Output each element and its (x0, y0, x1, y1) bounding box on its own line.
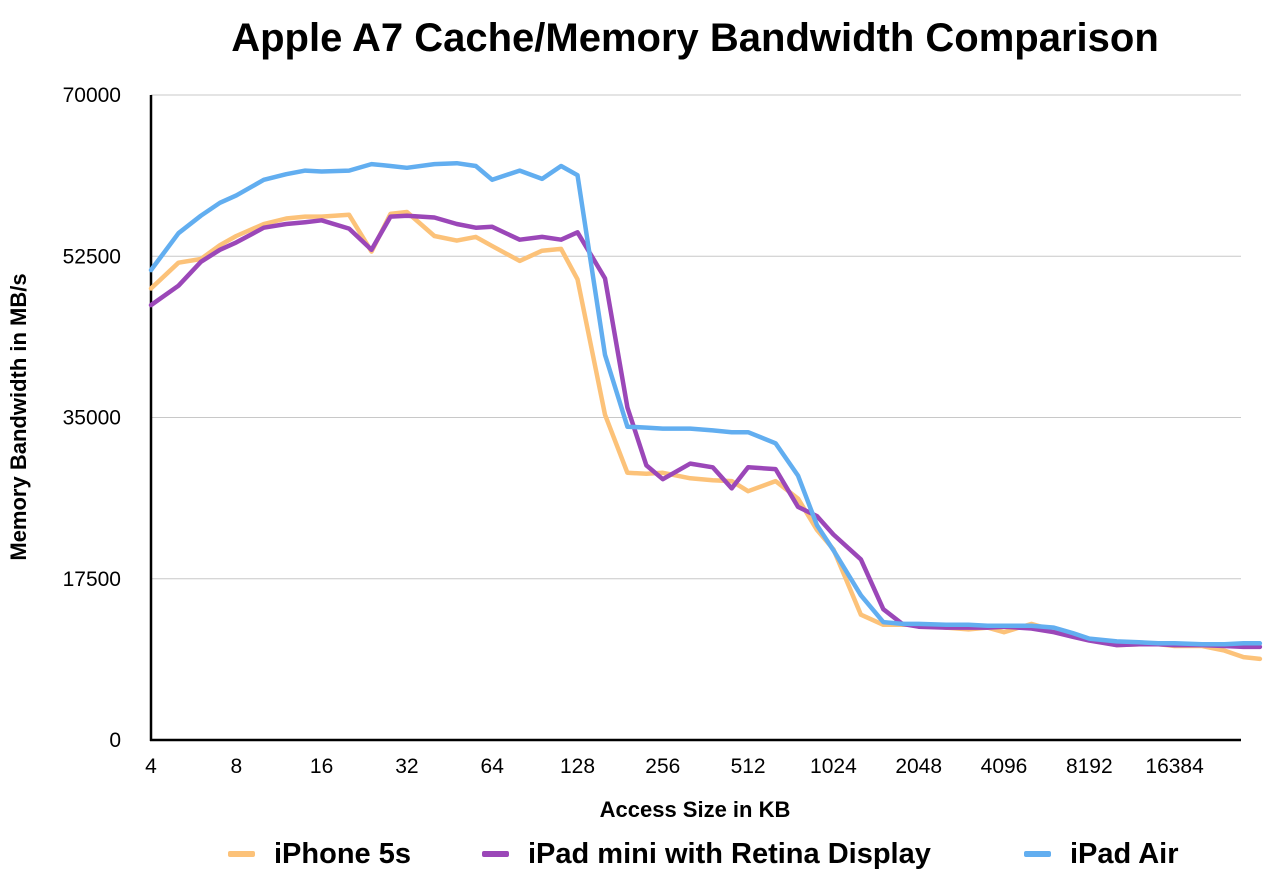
legend-swatch-iphone-5s (228, 851, 255, 857)
legend-swatch-ipad-mini (482, 851, 509, 857)
y-axis-title: Memory Bandwidth in MB/s (6, 273, 31, 560)
x-tick-label: 1024 (810, 755, 857, 778)
y-tick-label: 52500 (63, 245, 121, 268)
legend-item-ipad-mini: iPad mini with Retina Display (482, 834, 931, 874)
legend-swatch-ipad-air (1024, 851, 1051, 857)
gridlines (151, 94, 1241, 580)
series-lines (148, 160, 1263, 662)
legend-label-ipad-air: iPad Air (1070, 837, 1179, 870)
x-tick-label: 256 (645, 755, 680, 778)
chart-title: Apple A7 Cache/Memory Bandwidth Comparis… (231, 16, 1159, 60)
x-tick-label: 16384 (1145, 755, 1204, 778)
x-tick-label: 4 (145, 755, 157, 778)
x-tick-label: 4096 (981, 755, 1028, 778)
x-tick-label: 8 (230, 755, 242, 778)
y-tick-labels: 0 17500 35000 52500 70000 (63, 84, 121, 752)
y-tick-label: 17500 (63, 568, 121, 591)
legend-item-ipad-air: iPad Air (1024, 834, 1179, 874)
legend: iPhone 5s iPad mini with Retina Display … (0, 834, 1274, 874)
series-line-1 (148, 213, 1263, 650)
legend-item-iphone-5s: iPhone 5s (228, 834, 411, 874)
x-axis-title: Access Size in KB (600, 797, 791, 822)
x-tick-label: 512 (731, 755, 766, 778)
series-line-2 (148, 160, 1263, 647)
x-tick-label: 128 (560, 755, 595, 778)
y-tick-label: 35000 (63, 407, 121, 430)
x-tick-labels: 4 8 16 32 64 128 256 512 1024 2048 4096 8192 16384 (145, 755, 1204, 778)
legend-label-ipad-mini: iPad mini with Retina Display (528, 837, 931, 870)
series-line-0 (148, 209, 1263, 662)
x-tick-label: 64 (481, 755, 505, 778)
x-tick-label: 32 (395, 755, 418, 778)
x-tick-label: 2048 (895, 755, 942, 778)
plot-area: 0 17500 35000 52500 70000 4 8 16 32 64 128 256 512 1… (6, 84, 1263, 822)
y-tick-label: 70000 (63, 84, 121, 107)
x-tick-label: 8192 (1066, 755, 1113, 778)
y-tick-label: 0 (109, 729, 121, 752)
axes (149, 95, 1241, 742)
x-tick-label: 16 (310, 755, 333, 778)
legend-label-iphone-5s: iPhone 5s (274, 837, 411, 870)
